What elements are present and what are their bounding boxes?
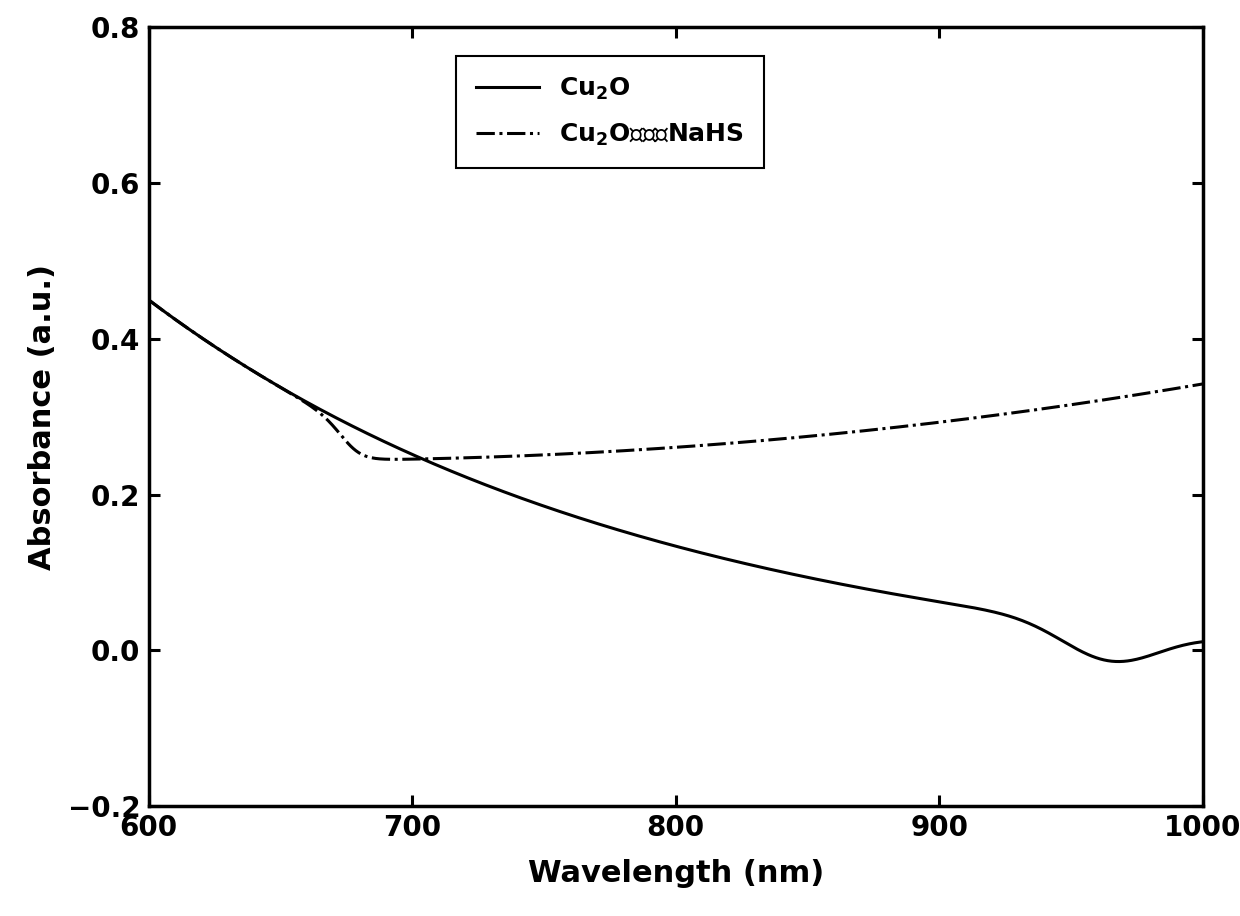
Y-axis label: Absorbance (a.u.): Absorbance (a.u.): [27, 264, 57, 570]
X-axis label: Wavelength (nm): Wavelength (nm): [528, 859, 823, 889]
Legend: $\mathbf{Cu_2O}$, $\mathbf{Cu_2O}$$\mathbf{中加入NaHS}$: $\mathbf{Cu_2O}$, $\mathbf{Cu_2O}$$\math…: [456, 56, 764, 168]
